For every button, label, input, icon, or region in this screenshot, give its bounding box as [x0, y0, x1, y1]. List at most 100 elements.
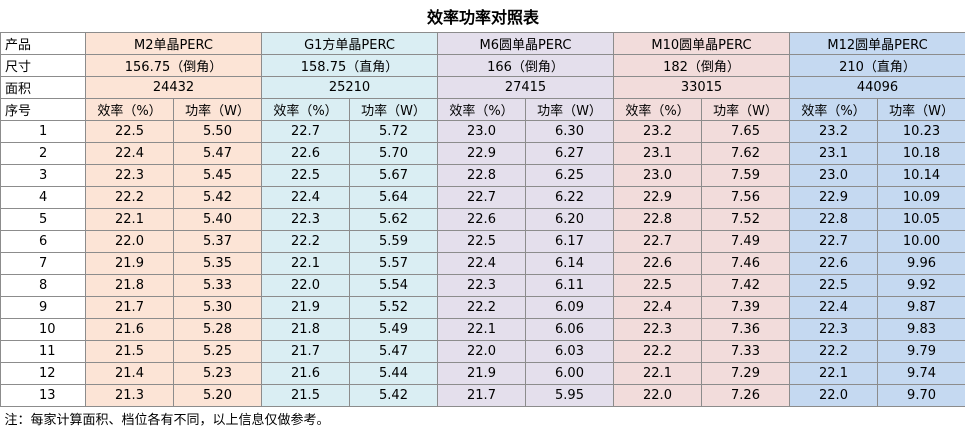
data-row: 4 22.2 5.42 22.4 5.64 22.7 6.22 22.9 7.56 22.9 10.… — [0, 186, 965, 209]
efficiency-cell: 22.6 — [789, 252, 878, 275]
power-cell: 7.62 — [701, 142, 790, 165]
area-cell: 24432 — [85, 76, 262, 99]
efficiency-cell: 21.7 — [261, 340, 350, 363]
power-cell: 7.29 — [701, 362, 790, 385]
size-row: 尺寸 156.75（倒角） 158.75（直角） 166（倒角） 182（倒角） 210（… — [0, 54, 965, 77]
efficiency-cell: 21.7 — [85, 296, 174, 319]
efficiency-cell: 22.6 — [437, 208, 526, 231]
product-cell: M12圆单晶PERC — [788, 32, 965, 55]
efficiency-cell: 21.6 — [261, 362, 350, 385]
power-cell: 7.39 — [701, 296, 790, 319]
power-cell: 9.92 — [876, 274, 965, 297]
efficiency-cell: 22.8 — [437, 164, 526, 187]
row-index: 11 — [0, 340, 86, 363]
power-cell: 5.67 — [349, 164, 438, 187]
power-cell: 5.45 — [173, 164, 262, 187]
row-label: 产品 — [0, 32, 86, 55]
efficiency-cell: 22.2 — [85, 186, 174, 209]
power-cell: 10.23 — [876, 120, 965, 143]
power-cell: 5.57 — [349, 252, 438, 275]
efficiency-cell: 22.1 — [261, 252, 350, 275]
power-cell: 6.22 — [525, 186, 614, 209]
power-cell: 6.06 — [525, 318, 614, 341]
efficiency-cell: 21.6 — [85, 318, 174, 341]
note: 注：每家计算面积、档位各有不同，以上信息仅做参考。 — [4, 412, 330, 428]
area-row: 面积 24432 25210 27415 33015 44096 — [0, 76, 965, 99]
efficiency-cell: 22.1 — [789, 362, 878, 385]
efficiency-cell: 21.3 — [85, 384, 174, 407]
power-cell: 5.44 — [349, 362, 438, 385]
column-header: 效率（%） — [437, 98, 526, 121]
row-label: 面积 — [0, 76, 86, 99]
row-index: 9 — [0, 296, 86, 319]
note-row: 注：每家计算面积、档位各有不同，以上信息仅做参考。 — [1, 407, 965, 430]
power-cell: 5.50 — [173, 120, 262, 143]
efficiency-cell: 22.7 — [437, 186, 526, 209]
efficiency-cell: 22.6 — [261, 142, 350, 165]
row-index: 8 — [0, 274, 86, 297]
efficiency-cell: 22.5 — [261, 164, 350, 187]
power-cell: 5.54 — [349, 274, 438, 297]
data-row: 2 22.4 5.47 22.6 5.70 22.9 6.27 23.1 7.62 23.1 10.… — [0, 142, 965, 165]
data-row: 1 22.5 5.50 22.7 5.72 23.0 6.30 23.2 7.65 23.2 10.… — [0, 120, 965, 143]
column-header: 功率（W） — [525, 98, 614, 121]
data-row: 10 21.6 5.28 21.8 5.49 22.1 6.06 22.3 7.36 22.3 9.… — [0, 318, 965, 341]
data-row: 3 22.3 5.45 22.5 5.67 22.8 6.25 23.0 7.59 23.0 10.… — [0, 164, 965, 187]
efficiency-cell: 22.1 — [85, 208, 174, 231]
size-cell: 210（直角） — [788, 54, 965, 77]
row-index: 13 — [0, 384, 86, 407]
size-cell: 158.75（直角） — [261, 54, 438, 77]
row-index: 12 — [0, 362, 86, 385]
power-cell: 10.09 — [876, 186, 965, 209]
title-row: 效率功率对照表 — [0, 0, 965, 33]
power-cell: 5.42 — [349, 384, 438, 407]
efficiency-cell: 23.2 — [613, 120, 702, 143]
area-cell: 33015 — [613, 76, 790, 99]
power-cell: 9.74 — [876, 362, 965, 385]
size-cell: 182（倒角） — [613, 54, 790, 77]
column-header: 效率（%） — [789, 98, 878, 121]
efficiency-cell: 23.2 — [789, 120, 878, 143]
power-cell: 6.11 — [525, 274, 614, 297]
efficiency-cell: 22.6 — [613, 252, 702, 275]
efficiency-cell: 22.2 — [789, 340, 878, 363]
power-cell: 5.35 — [173, 252, 262, 275]
column-header: 功率（W） — [876, 98, 965, 121]
efficiency-cell: 21.5 — [261, 384, 350, 407]
efficiency-cell: 22.2 — [613, 340, 702, 363]
size-cell: 166（倒角） — [437, 54, 614, 77]
power-cell: 5.37 — [173, 230, 262, 253]
title: 效率功率对照表 — [0, 0, 965, 33]
row-index: 5 — [0, 208, 86, 231]
row-index: 3 — [0, 164, 86, 187]
efficiency-cell: 22.7 — [789, 230, 878, 253]
power-cell: 5.62 — [349, 208, 438, 231]
power-cell: 5.52 — [349, 296, 438, 319]
efficiency-cell: 22.5 — [437, 230, 526, 253]
power-cell: 6.14 — [525, 252, 614, 275]
data-row: 7 21.9 5.35 22.1 5.57 22.4 6.14 22.6 7.46 22.6 9.9… — [0, 252, 965, 275]
efficiency-cell: 22.5 — [613, 274, 702, 297]
efficiency-cell: 22.4 — [261, 186, 350, 209]
power-cell: 5.33 — [173, 274, 262, 297]
efficiency-cell: 22.0 — [789, 384, 878, 407]
power-cell: 7.52 — [701, 208, 790, 231]
efficiency-cell: 22.4 — [85, 142, 174, 165]
efficiency-cell: 21.9 — [85, 252, 174, 275]
efficiency-cell: 21.7 — [437, 384, 526, 407]
size-cell: 156.75（倒角） — [85, 54, 262, 77]
power-cell: 5.40 — [173, 208, 262, 231]
power-cell: 5.30 — [173, 296, 262, 319]
efficiency-cell: 22.8 — [613, 208, 702, 231]
power-cell: 10.00 — [876, 230, 965, 253]
efficiency-cell: 22.0 — [613, 384, 702, 407]
data-row: 5 22.1 5.40 22.3 5.62 22.6 6.20 22.8 7.52 22.8 10.… — [0, 208, 965, 231]
product-cell: M2单晶PERC — [85, 32, 262, 55]
efficiency-cell: 22.3 — [85, 164, 174, 187]
power-cell: 5.72 — [349, 120, 438, 143]
efficiency-cell: 22.7 — [613, 230, 702, 253]
efficiency-cell: 22.7 — [261, 120, 350, 143]
power-cell: 10.18 — [876, 142, 965, 165]
column-header: 效率（%） — [613, 98, 702, 121]
efficiency-cell: 22.0 — [85, 230, 174, 253]
